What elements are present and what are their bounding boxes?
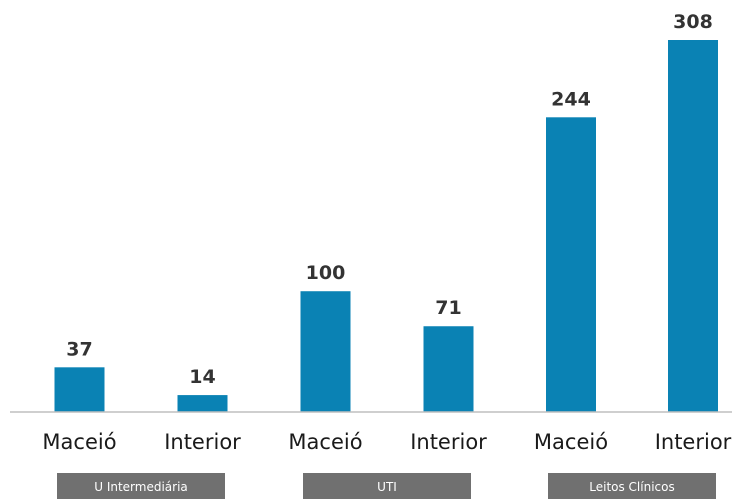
- group-label-0: U Intermediária: [94, 480, 188, 494]
- group-label-1: UTI: [377, 480, 397, 494]
- category-label-2: Maceió: [288, 430, 362, 454]
- bar-4: [546, 117, 596, 412]
- category-label-4: Maceió: [534, 430, 608, 454]
- data-label-2: 100: [306, 262, 346, 284]
- data-label-0: 37: [66, 338, 92, 360]
- category-label-5: Interior: [655, 430, 732, 454]
- bar-2: [300, 291, 351, 412]
- data-label-3: 71: [435, 297, 461, 319]
- data-label-4: 244: [551, 88, 591, 110]
- group-label-box-2: [548, 473, 716, 499]
- labels-layer: 37 Maceió 14 Interior 100 Maceió 71 Interior 244…: [42, 11, 731, 454]
- bar-3: [423, 326, 474, 412]
- bar-0: [54, 367, 105, 412]
- group-label-box-0: [57, 473, 225, 499]
- category-label-0: Maceió: [42, 430, 116, 454]
- data-label-1: 14: [189, 366, 215, 388]
- category-label-1: Interior: [164, 430, 241, 454]
- category-label-3: Interior: [410, 430, 487, 454]
- bars-layer: [54, 40, 718, 412]
- group-label-2: Leitos Clínicos: [589, 480, 674, 494]
- bar-5: [668, 40, 718, 412]
- data-label-5: 308: [673, 11, 713, 33]
- group-label-box-1: [303, 473, 471, 499]
- group-labels-layer: U Intermediária UTI Leitos Clínicos: [57, 473, 716, 499]
- bar-1: [177, 395, 228, 412]
